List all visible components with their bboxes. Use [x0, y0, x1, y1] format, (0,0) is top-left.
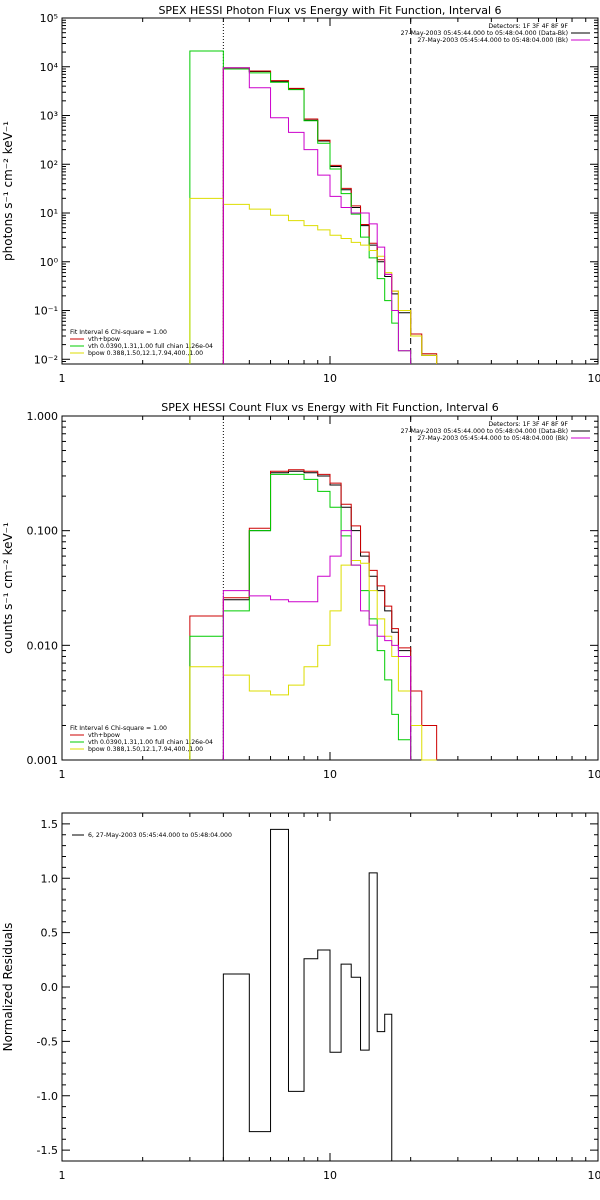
photon-flux-chart: SPEX HESSI Photon Flux vs Energy with Fi… — [1, 4, 600, 385]
legend-entry: bpow 0.388,1.50,12.1,7.94,400.,1.00 — [88, 350, 203, 357]
chart-title: SPEX HESSI Photon Flux vs Energy with Fi… — [158, 4, 501, 17]
x-tick-label: 1 — [59, 768, 66, 781]
y-tick-label: 1.000 — [27, 410, 59, 423]
y-tick-label: 1.0 — [41, 872, 59, 885]
series-line — [222, 470, 412, 760]
series-line — [222, 530, 412, 760]
y-axis-label: counts s⁻¹ cm⁻² keV⁻¹ — [1, 522, 15, 654]
x-tick-label: 1 — [59, 1169, 66, 1182]
x-tick-label: 10 — [323, 372, 337, 385]
legend-entry: bpow 0.388,1.50,12.1,7.94,400.,1.00 — [88, 746, 203, 753]
y-tick-label: 0.0 — [41, 981, 59, 994]
y-tick-label: 1.5 — [41, 818, 59, 831]
y-tick-label: 10⁰ — [40, 256, 59, 269]
series-line — [222, 828, 393, 1161]
legend-entry: vth 0.0390,1.31,1.00 full chian 1.26e-04 — [88, 739, 213, 746]
y-tick-label: 10² — [40, 158, 58, 171]
legend-entry: Detectors: 1F 3F 4F 8F 9F — [488, 421, 568, 428]
legend-entry: Fit Interval 6 Chi-square = 1.00 — [70, 725, 167, 732]
y-tick-label: -1.0 — [37, 1090, 58, 1103]
x-tick-label: 100 — [588, 1169, 600, 1182]
series-line — [222, 67, 438, 364]
y-tick-label: 10⁴ — [40, 61, 59, 74]
x-tick-label: 10 — [323, 768, 337, 781]
y-tick-label: 10¹ — [40, 207, 58, 220]
legend-entry: vth+bpow — [88, 732, 120, 739]
legend-entry: vth+bpow — [88, 336, 120, 343]
y-tick-label: 0.5 — [41, 927, 59, 940]
residuals-chart: 1 10 100 -1.5 -1.0 -0.5 0.0 0.5 1.0 1.5 Normalized… — [1, 812, 600, 1182]
legend-entry: 6, 27-May-2003 05:45:44.000 to 05:48:04.… — [88, 832, 232, 839]
series-line — [222, 67, 412, 364]
y-tick-label: 0.010 — [27, 639, 59, 652]
chart-title: SPEX HESSI Count Flux vs Energy with Fit… — [161, 401, 498, 414]
y-tick-label: 10⁵ — [40, 12, 58, 25]
x-tick-label: 10 — [323, 1169, 337, 1182]
y-tick-label: 0.001 — [27, 754, 59, 767]
legend-entry: 27-May-2003 05:45:44.000 to 05:48:04.000… — [417, 435, 568, 442]
legend-entry: 27-May-2003 05:45:44.000 to 05:48:04.000… — [401, 30, 568, 37]
y-axis-label: photons s⁻¹ cm⁻² keV⁻¹ — [1, 121, 15, 261]
series-line — [189, 197, 438, 364]
y-tick-label: 10⁻² — [34, 353, 58, 366]
series-line — [189, 469, 438, 760]
legend-entry: 27-May-2003 05:45:44.000 to 05:48:04.000… — [417, 37, 568, 44]
count-flux-chart: SPEX HESSI Count Flux vs Energy with Fit… — [1, 401, 600, 781]
y-tick-label: 0.100 — [27, 525, 59, 538]
x-tick-label: 100 — [588, 372, 600, 385]
legend-entry: 27-May-2003 05:45:44.000 to 05:48:04.000… — [401, 428, 568, 435]
legend-entry: Detectors: 1F 3F 4F 8F 9F — [488, 23, 568, 30]
y-tick-label: 10⁻¹ — [34, 305, 58, 318]
series-line — [222, 67, 438, 364]
y-tick-label: -0.5 — [37, 1035, 58, 1048]
y-tick-label: 10³ — [40, 110, 58, 123]
series-line — [189, 50, 412, 364]
y-axis-label: Normalized Residuals — [1, 923, 15, 1052]
x-tick-label: 1 — [59, 372, 66, 385]
x-tick-label: 100 — [588, 768, 600, 781]
y-tick-label: -1.5 — [37, 1144, 58, 1157]
legend-entry: vth 0.0390,1.31,1.00 full chian 1.26e-04 — [88, 343, 213, 350]
plot-frame — [61, 415, 599, 761]
legend-entry: Fit Interval 6 Chi-square = 1.00 — [70, 329, 167, 336]
